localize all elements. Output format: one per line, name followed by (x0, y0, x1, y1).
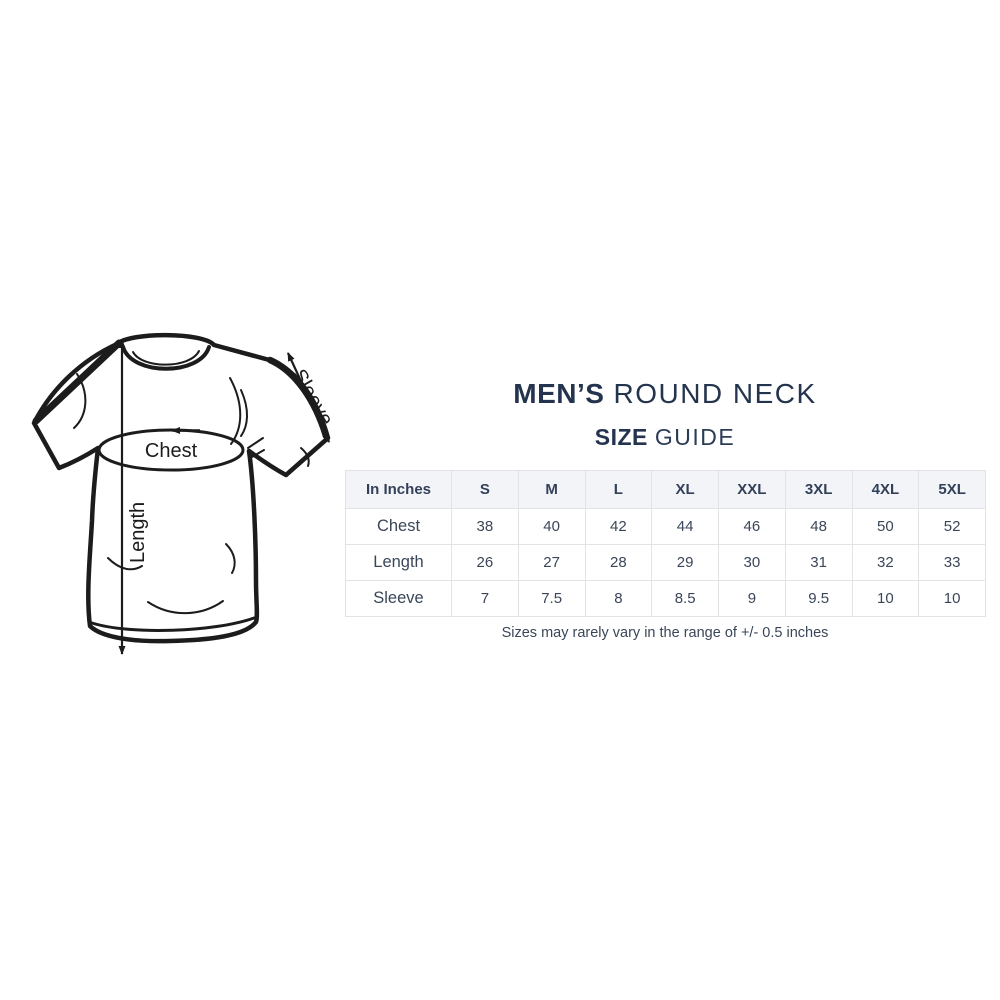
page-subtitle-light: GUIDE (654, 424, 736, 450)
size-table-header-cell: In Inches (345, 470, 452, 509)
table-cell: 8.5 (651, 580, 719, 617)
length-label: Length (127, 502, 149, 563)
size-table-header-cell: 4XL (851, 470, 920, 509)
page-title-light: ROUND NECK (613, 378, 817, 409)
table-cell: 10 (851, 580, 920, 617)
table-row-chest: Chest 38 40 42 44 46 48 50 52 (345, 508, 986, 545)
table-cell: 52 (918, 508, 986, 545)
size-table-header-cell: S (451, 470, 519, 509)
table-cell: 31 (784, 544, 853, 581)
table-cell: 10 (918, 580, 986, 617)
page-subtitle: SIZE GUIDE (345, 424, 985, 451)
table-cell: 50 (851, 508, 920, 545)
page-title: MEN’S ROUND NECK (345, 378, 985, 410)
table-cell: 40 (517, 508, 586, 545)
table-cell: 7 (451, 580, 519, 617)
row-label: Sleeve (345, 580, 452, 617)
table-cell: 7.5 (517, 580, 586, 617)
table-row-length: Length 26 27 28 29 30 31 32 33 (345, 544, 986, 581)
table-cell: 8 (584, 580, 653, 617)
page-subtitle-bold: SIZE (594, 424, 648, 450)
size-footnote: Sizes may rarely vary in the range of +/… (501, 625, 829, 641)
size-table-header-cell: 3XL (784, 470, 853, 509)
table-cell: 46 (718, 508, 786, 545)
row-label: Chest (345, 508, 452, 545)
table-cell: 26 (451, 544, 519, 581)
chest-label: Chest (145, 440, 198, 462)
table-cell: 30 (718, 544, 786, 581)
size-table: In Inches S M L XL XXL 3XL 4XL 5XL Chest… (345, 470, 986, 617)
table-cell: 33 (918, 544, 986, 581)
size-table-header-cell: XXL (718, 470, 786, 509)
length-measure-arrow: Length (118, 339, 149, 655)
size-table-header-cell: XL (651, 470, 719, 509)
chest-measure-ellipse: Chest (97, 427, 245, 472)
table-cell: 32 (851, 544, 920, 581)
size-table-header-cell: L (584, 470, 653, 509)
tshirt-outline (31, 332, 331, 644)
size-table-header-cell: 5XL (918, 470, 986, 509)
size-table-header-row: In Inches S M L XL XXL 3XL 4XL 5XL (345, 470, 986, 509)
table-row-sleeve: Sleeve 7 7.5 8 8.5 9 9.5 10 10 (345, 580, 986, 617)
row-label: Length (345, 544, 452, 581)
tshirt-diagram: Chest Length Sleeve (20, 326, 350, 674)
table-cell: 27 (517, 544, 586, 581)
table-cell: 9 (718, 580, 786, 617)
table-cell: 9.5 (784, 580, 853, 617)
page-title-bold: MEN’S (513, 378, 605, 409)
table-cell: 42 (584, 508, 653, 545)
size-table-header-cell: M (517, 470, 586, 509)
table-cell: 44 (651, 508, 719, 545)
tshirt-diagram-svg: Chest Length Sleeve (31, 332, 337, 655)
table-cell: 29 (651, 544, 719, 581)
table-cell: 28 (584, 544, 653, 581)
table-cell: 38 (451, 508, 519, 545)
table-cell: 48 (784, 508, 853, 545)
